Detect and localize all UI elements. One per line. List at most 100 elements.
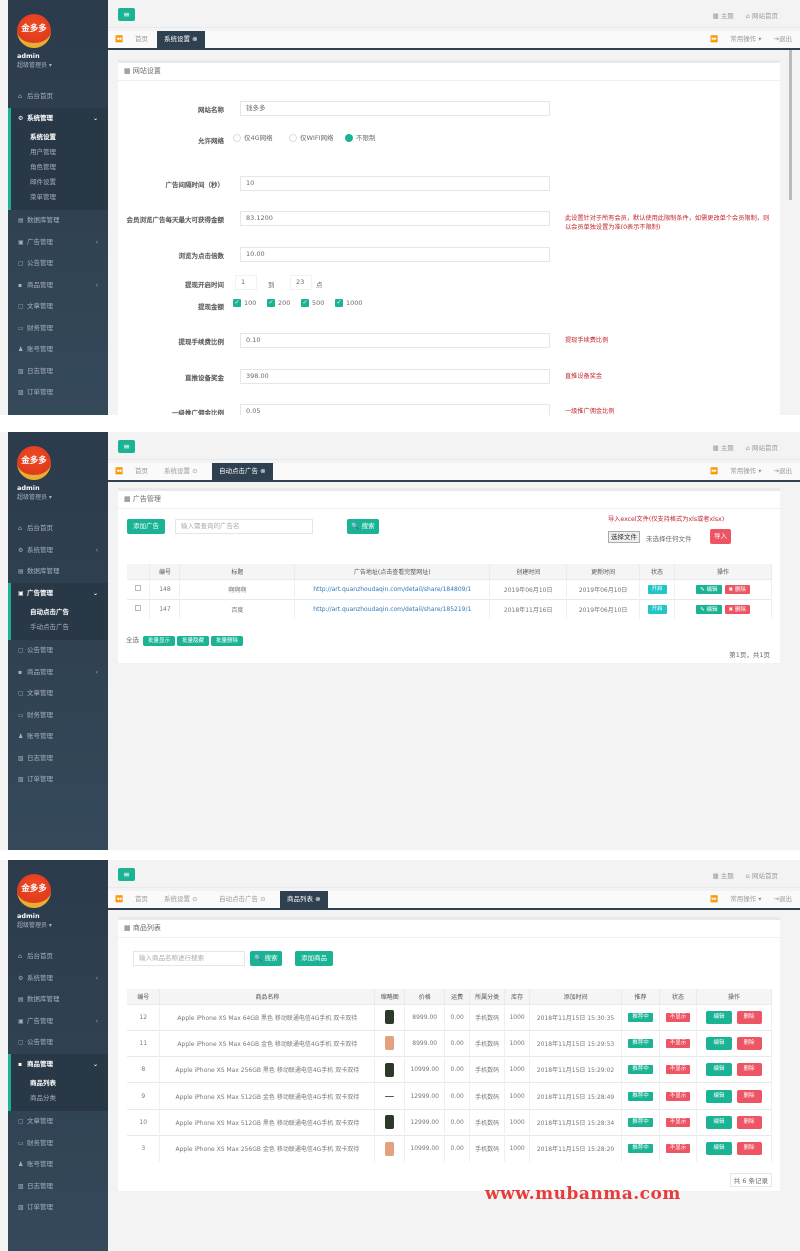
input-site_name[interactable]: 钱多多	[240, 101, 550, 116]
sidebar-item-9[interactable]: ▨ 日志管理	[8, 361, 108, 383]
checkbox-amount-2[interactable]: ✓ 500	[301, 299, 324, 307]
user-role-dropdown[interactable]: 超级管理员 ▾	[17, 922, 52, 929]
tab-scroll-left-button[interactable]: ⏪	[115, 35, 124, 43]
sidebar-item-0[interactable]: ⌂ 后台首页	[8, 946, 108, 968]
sidebar-item-4[interactable]: ▢ 公告管理	[8, 640, 108, 662]
tab-scroll-right-button[interactable]: ⏩	[710, 35, 719, 43]
radio-network-2[interactable]: 不限制	[345, 133, 376, 143]
sidebar-item-4[interactable]: ▢ 公告管理	[8, 253, 108, 275]
radio-network-0[interactable]: 仅4G网络	[233, 133, 273, 143]
tab-1[interactable]: 系统设置 ⊙	[164, 895, 198, 903]
input-ad_interval[interactable]: 10	[240, 176, 550, 191]
recommend-badge[interactable]: 推荐中	[628, 1144, 653, 1154]
sidebar-item-8[interactable]: ♟ 账号管理	[8, 726, 108, 748]
site-home-link[interactable]: ⌂ 网站首页	[745, 444, 778, 452]
sidebar-item-1[interactable]: ⚙ 系统管理 ⌄	[8, 107, 108, 129]
user-role-dropdown[interactable]: 超级管理员 ▾	[17, 494, 52, 501]
logout-button[interactable]: ⇥退出	[773, 895, 792, 903]
edit-button[interactable]: ✎ 编辑	[696, 584, 722, 594]
edit-button[interactable]: 编辑	[706, 1089, 732, 1103]
tab-2[interactable]: 自动点击广告 ⊗	[212, 463, 273, 480]
tab-0[interactable]: 首页	[135, 35, 148, 43]
sidebar-item-0[interactable]: ⌂ 后台首页	[8, 86, 108, 108]
sidebar-item-6[interactable]: ▢ 文章管理	[8, 296, 108, 318]
tab-0[interactable]: 首页	[135, 467, 148, 475]
sidebar-item-10[interactable]: ▨ 订单管理	[8, 769, 108, 791]
menu-toggle-button[interactable]: ≡	[118, 440, 135, 453]
tab-scroll-left-button[interactable]: ⏪	[115, 467, 124, 475]
edit-button[interactable]: 编辑	[706, 1142, 732, 1156]
user-name[interactable]: admin	[17, 484, 40, 492]
choose-file-button[interactable]: 选择文件	[608, 531, 640, 543]
checkbox-amount-0[interactable]: ✓ 100	[233, 299, 256, 307]
withdraw-end-input[interactable]: 23	[290, 275, 312, 290]
sidebar-item-6[interactable]: ▢ 文章管理	[8, 683, 108, 705]
delete-button[interactable]: ✖ 删除	[724, 584, 750, 594]
input-level1_ratio[interactable]: 0.05	[240, 404, 550, 415]
input-daily_max[interactable]: 83.1200	[240, 211, 550, 226]
theme-link[interactable]: ▦ 主题	[712, 444, 734, 452]
theme-link[interactable]: ▦ 主题	[712, 12, 734, 20]
tab-1[interactable]: 系统设置 ⊗	[157, 31, 205, 48]
bulk-button-1[interactable]: 批量隐藏	[177, 636, 210, 646]
status-badge[interactable]: 不显示	[665, 1012, 691, 1022]
delete-button[interactable]: 删除	[736, 1063, 762, 1077]
logout-button[interactable]: ⇥退出	[773, 467, 792, 475]
sidebar-item-2[interactable]: ▤ 数据库管理	[8, 989, 108, 1011]
sidebar-item-7[interactable]: ▭ 财务管理	[8, 318, 108, 340]
edit-button[interactable]: 编辑	[706, 1036, 732, 1050]
user-name[interactable]: admin	[17, 52, 40, 60]
search-input[interactable]: 输入商品名称进行搜索	[133, 951, 245, 966]
delete-button[interactable]: 删除	[736, 1089, 762, 1103]
sidebar-subitem[interactable]: 自动点击广告	[30, 608, 69, 616]
status-badge[interactable]: 不显示	[665, 1117, 691, 1127]
status-badge[interactable]: 开启	[647, 604, 667, 614]
sidebar-item-10[interactable]: ▨ 订单管理	[8, 382, 108, 404]
sidebar-subitem[interactable]: 商品列表	[30, 1079, 56, 1087]
sidebar-subitem[interactable]: 系统设置	[30, 133, 56, 141]
edit-button[interactable]: 编辑	[706, 1010, 732, 1024]
input-click_multiplier[interactable]: 10.00	[240, 247, 550, 262]
sidebar-item-3[interactable]: ▣ 广告管理 ‹	[8, 232, 108, 254]
input-fee_ratio[interactable]: 0.10	[240, 333, 550, 348]
sidebar-item-2[interactable]: ▤ 数据库管理	[8, 210, 108, 232]
recommend-badge[interactable]: 推荐中	[628, 1117, 653, 1127]
site-home-link[interactable]: ⌂ 网站首页	[745, 872, 778, 880]
tab-3[interactable]: 商品列表 ⊗	[280, 891, 328, 908]
delete-button[interactable]: ✖ 删除	[724, 604, 750, 614]
add-goods-button[interactable]: 添加商品	[295, 951, 333, 966]
logout-button[interactable]: ⇥退出	[773, 35, 792, 43]
sidebar-item-5[interactable]: ▪ 商品管理 ‹	[8, 662, 108, 684]
row-checkbox[interactable]	[135, 585, 142, 591]
recommend-badge[interactable]: 推荐中	[628, 1038, 653, 1048]
checkbox-amount-3[interactable]: ✓ 1000	[335, 299, 363, 307]
tab-scroll-left-button[interactable]: ⏪	[115, 895, 124, 903]
tab-0[interactable]: 首页	[135, 895, 148, 903]
radio-network-1[interactable]: 仅WIFI网络	[289, 133, 334, 143]
sidebar-subitem[interactable]: 用户管理	[30, 148, 56, 156]
common-actions-dropdown[interactable]: 常用操作 ▾	[730, 895, 762, 903]
delete-button[interactable]: 删除	[736, 1010, 762, 1024]
sidebar-subitem[interactable]: 商品分类	[30, 1094, 56, 1102]
search-input[interactable]: 输入需查询的广告名	[175, 519, 313, 534]
add-ad-button[interactable]: 添加广告	[127, 519, 165, 534]
status-badge[interactable]: 不显示	[665, 1091, 691, 1101]
withdraw-start-input[interactable]: 1	[235, 275, 257, 290]
sidebar-item-3[interactable]: ▣ 广告管理 ⌄	[8, 582, 108, 604]
input-direct_bonus[interactable]: 398.00	[240, 369, 550, 384]
recommend-badge[interactable]: 推荐中	[628, 1091, 653, 1101]
sidebar-item-8[interactable]: ♟ 账号管理	[8, 339, 108, 361]
common-actions-dropdown[interactable]: 常用操作 ▾	[730, 467, 762, 475]
sidebar-item-0[interactable]: ⌂ 后台首页	[8, 518, 108, 540]
row-checkbox[interactable]	[135, 605, 142, 612]
user-name[interactable]: admin	[17, 912, 40, 920]
edit-button[interactable]: 编辑	[706, 1063, 732, 1077]
delete-button[interactable]: 删除	[736, 1115, 762, 1129]
search-button[interactable]: 🔍 搜索	[250, 951, 282, 966]
status-badge[interactable]: 开启	[647, 584, 667, 594]
user-role-dropdown[interactable]: 超级管理员 ▾	[17, 62, 52, 69]
tab-scroll-right-button[interactable]: ⏩	[710, 895, 719, 903]
delete-button[interactable]: 删除	[736, 1036, 762, 1050]
sidebar-item-1[interactable]: ⚙ 系统管理 ‹	[8, 968, 108, 990]
sidebar-item-1[interactable]: ⚙ 系统管理 ‹	[8, 540, 108, 562]
